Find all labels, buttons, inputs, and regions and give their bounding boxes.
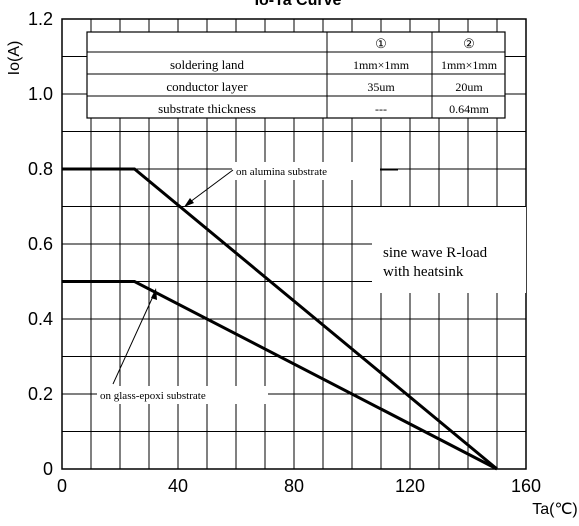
table-cell: 35um xyxy=(367,80,395,94)
alumina-label-bg xyxy=(232,162,380,180)
x-tick-label: 120 xyxy=(395,476,425,496)
x-tick-label: 80 xyxy=(284,476,304,496)
table-row-label: substrate thickness xyxy=(158,101,256,116)
table-cell: 1mm×1mm xyxy=(353,58,410,72)
table-col-header-2: ② xyxy=(463,36,475,51)
glass-arrow-line xyxy=(112,291,156,385)
alumina-arrow-line xyxy=(185,169,234,206)
alumina-label: on alumina substrate xyxy=(236,166,327,178)
series-line-glass-epoxi xyxy=(62,280,498,471)
table-row-label: conductor layer xyxy=(166,79,248,94)
glass-annotation: on glass-epoxi substrate xyxy=(97,288,285,404)
table-row-label: soldering land xyxy=(170,57,245,72)
y-tick-label: 0.6 xyxy=(28,234,53,254)
series-line-alumina xyxy=(62,167,498,471)
y-tick-label: 1.2 xyxy=(28,9,53,29)
glass-label-bg xyxy=(97,386,269,404)
y-tick-label: 1.0 xyxy=(28,84,53,104)
condition-line-1: sine wave R-load xyxy=(383,245,488,261)
glass-label: on glass-epoxi substrate xyxy=(100,390,206,402)
table-cell: 0.64mm xyxy=(449,102,489,116)
x-tick-label: 160 xyxy=(511,476,541,496)
chart-title: Io-Ta Curve xyxy=(255,0,342,9)
condition-note-bg xyxy=(372,207,526,293)
x-tick-label: 40 xyxy=(168,476,188,496)
alumina-arrowhead xyxy=(184,198,194,207)
table-cell: --- xyxy=(375,102,387,116)
x-axis-label: Ta(℃) xyxy=(532,501,578,518)
spec-table: ① ② soldering land 1mm×1mm 1mm×1mm condu… xyxy=(86,31,506,119)
condition-note: sine wave R-load with heatsink xyxy=(372,207,526,293)
y-tick-label: 0.8 xyxy=(28,159,53,179)
table-col-header-1: ① xyxy=(375,36,387,51)
spec-table-frame xyxy=(86,31,506,119)
table-cell: 1mm×1mm xyxy=(441,58,498,72)
x-tick-labels: 0 40 80 120 160 xyxy=(57,476,541,496)
y-tick-label: 0 xyxy=(43,459,53,479)
condition-line-2: with heatsink xyxy=(383,264,464,280)
x-tick-label: 0 xyxy=(57,476,67,496)
y-tick-labels: 0 0.2 0.4 0.6 0.8 1.0 1.2 xyxy=(28,9,53,479)
alumina-annotation: on alumina substrate xyxy=(184,162,398,207)
table-cell: 20um xyxy=(455,80,483,94)
series-lines xyxy=(62,167,498,471)
y-tick-label: 0.2 xyxy=(28,384,53,404)
glass-arrowhead xyxy=(151,288,157,300)
y-tick-label: 0.4 xyxy=(28,309,53,329)
y-axis-label: Io(A) xyxy=(6,41,23,76)
